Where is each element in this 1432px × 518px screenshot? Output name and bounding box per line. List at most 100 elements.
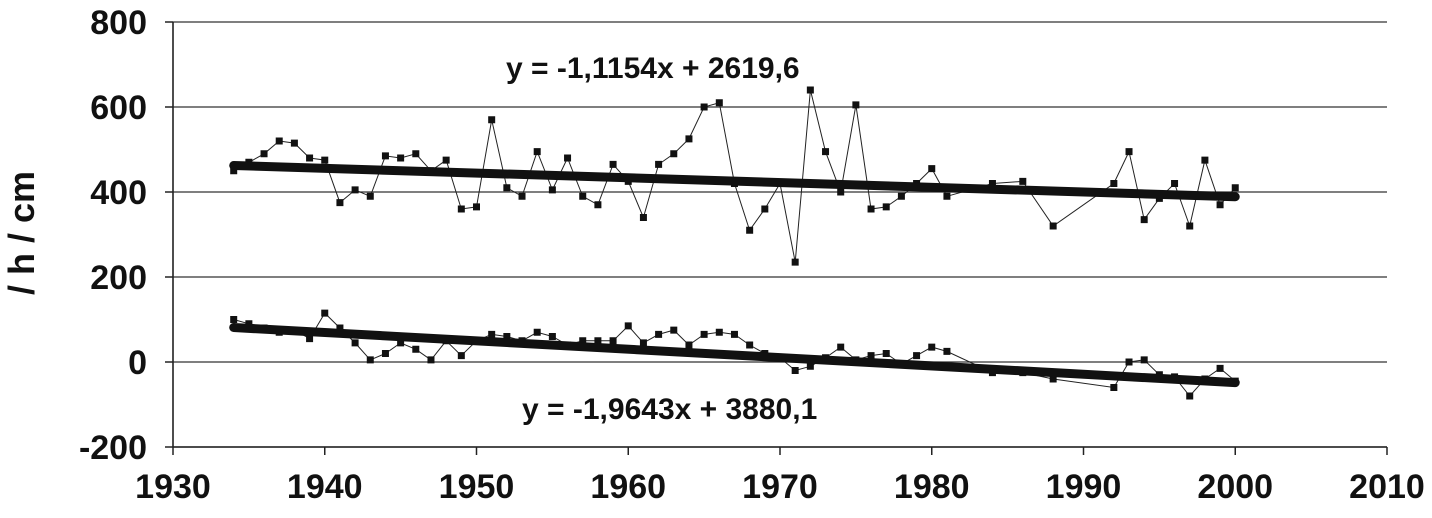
series-1-point [1110,384,1118,391]
series-0-point [290,139,298,147]
series-1-point [1216,364,1224,372]
x-tick-label-1930: 1930 [135,468,211,506]
series-1-point [579,337,587,345]
series-0-point [230,167,238,175]
trendline-equation-upper: y = -1,1154x + 2619,6 [506,52,800,85]
series-1-point [230,316,238,323]
x-tick-label-1950: 1950 [439,468,515,506]
series-1-point [548,333,556,340]
series-1-point [366,356,374,364]
series-0-point [488,116,496,124]
y-axis-label: / h / cm [1,171,42,295]
series-1-point [1049,375,1057,383]
series-0-point [897,192,905,200]
series-1-point [503,333,511,340]
series-1-point [457,352,465,360]
x-tick-labels: 1930 1940 1950 1960 1970 1980 1990 2000 2010 [135,468,1425,506]
y-tick-label--200: -200 [79,429,147,467]
series-0-point [366,192,374,200]
series-0-point [761,205,769,213]
series-1-point [1186,392,1194,400]
series-0-point [791,258,799,266]
x-tick-label-1990: 1990 [1046,468,1122,506]
series-1-point [1140,356,1148,364]
series-1-point [594,337,602,345]
series-0-point [806,86,814,94]
series-0-point [594,201,602,209]
y-tick-label-200: 200 [90,259,147,297]
series-1-point [321,309,329,317]
series-1-point [730,330,738,338]
series-1-point [670,326,678,334]
series-1-point [624,322,632,330]
series-0-point [746,226,754,234]
series-0-point [518,192,526,200]
series-1-point [928,343,936,351]
series-0-point [1201,156,1209,164]
series-1-point [791,367,799,374]
series-0-point [1216,201,1224,209]
series-0-point [609,160,617,168]
series-0-point [442,156,450,164]
y-tick-labels: -200 0 200 400 600 800 [79,4,147,467]
series-1-point [306,335,314,343]
series-1-point [655,330,663,338]
trendline-0 [229,160,1240,202]
series-1-point [882,350,890,357]
series-1-point [913,352,921,360]
series-1-point [867,352,875,360]
series-0-point [548,186,556,194]
series-1-point [806,362,814,370]
trendline-1 [229,323,1240,388]
series-0-point [1231,184,1239,192]
y-tick-label-600: 600 [90,89,147,127]
series-0-point [1186,222,1194,230]
series-1-point [700,330,708,338]
series-1-point [639,339,647,347]
series-0-point [1171,180,1179,187]
series-0-point [655,160,663,168]
series-0-point [381,152,389,160]
series-0-point [397,154,405,162]
series-1-point [746,341,754,349]
series-0-point [412,150,420,158]
series-1-point [943,347,951,355]
x-tick-label-1980: 1980 [894,468,970,506]
series-0-point [503,184,511,192]
series-1-point [336,324,344,332]
series-0-point [1140,216,1148,224]
series-0-point [700,103,708,111]
y-tick-label-0: 0 [128,344,147,382]
series-0-point [715,99,723,107]
x-tick-label-1960: 1960 [590,468,666,506]
series-0-point [457,205,465,213]
series-1-point [427,356,435,364]
series-0-point [336,199,344,207]
series-1-point [715,328,723,336]
series-0-point [988,180,996,187]
series-0-point [822,148,830,156]
series-1-point [533,328,541,336]
series-0-point [306,154,314,162]
x-tick-label-2000: 2000 [1197,468,1273,506]
y-tick-label-800: 800 [90,4,147,42]
series-0-point [1049,222,1057,230]
series-0-point [533,148,541,156]
series-0-point [260,150,268,158]
series-0-point [1125,148,1133,156]
series-0-point [1019,177,1027,185]
series-0-point [837,188,845,196]
series-0-point [564,154,572,162]
axes [165,21,1388,455]
series-0-point [473,203,480,211]
series-0-point [321,156,329,164]
series-0-point [670,150,678,158]
series-1-point [488,330,496,338]
series-1-point [412,345,420,353]
trendlines [229,160,1240,388]
x-tick-label-2010: 2010 [1349,468,1425,506]
series-0-point [1110,180,1118,187]
series-1-point [1125,358,1133,366]
series-1-point [397,339,405,347]
